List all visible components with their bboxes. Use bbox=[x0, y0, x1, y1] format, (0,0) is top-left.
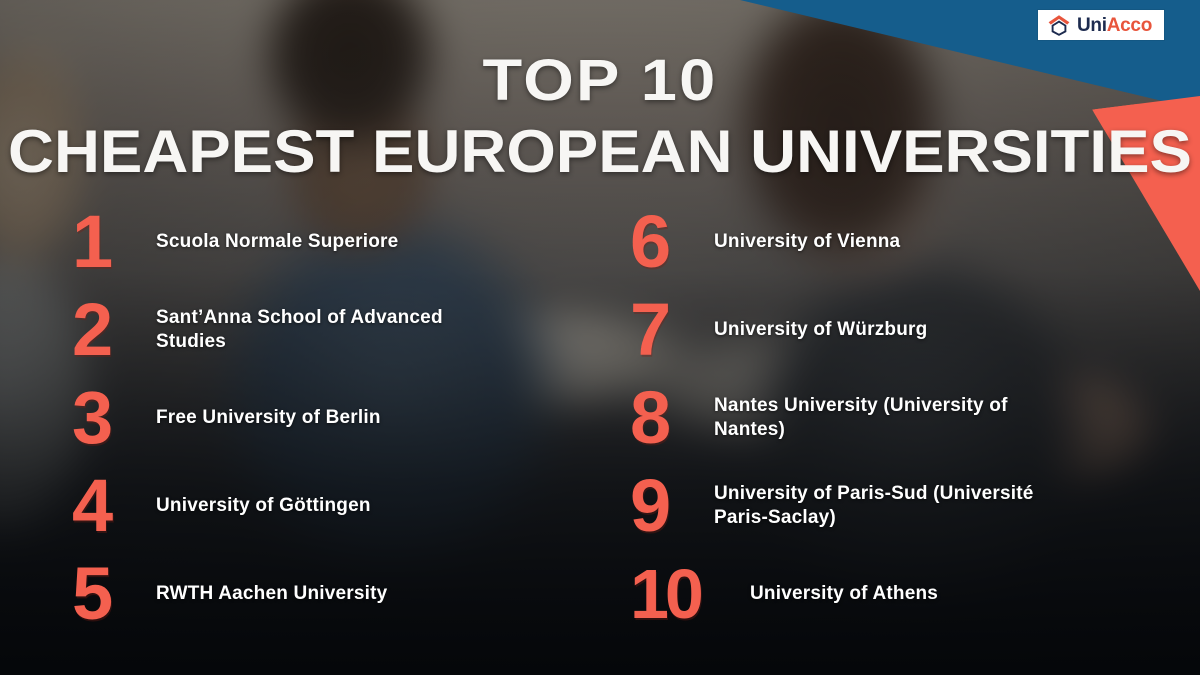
brand-logo[interactable]: UniAcco bbox=[1038, 10, 1164, 40]
list-item: 7 University of Würzburg bbox=[630, 286, 1200, 374]
rank-number: 5 bbox=[72, 551, 156, 635]
university-name: Sant’Anna School of Advanced Studies bbox=[156, 306, 443, 352]
rank-number: 10 bbox=[630, 554, 750, 633]
rank-number-glyph: 9 bbox=[630, 463, 671, 547]
list-item: 4 University of Göttingen bbox=[72, 462, 600, 550]
rank-number: 1 bbox=[72, 199, 156, 283]
rank-number-glyph: 8 bbox=[630, 375, 671, 459]
brand-name-part1: Uni bbox=[1077, 14, 1107, 36]
university-name: University of Vienna bbox=[714, 230, 901, 252]
rank-number-glyph: 2 bbox=[72, 287, 113, 371]
rank-number-glyph: 3 bbox=[72, 375, 113, 459]
university-name: Scuola Normale Superiore bbox=[156, 230, 399, 252]
rankings-columns: 1 Scuola Normale Superiore 2 Sant’Anna S… bbox=[0, 198, 1200, 638]
list-item: 1 Scuola Normale Superiore bbox=[72, 198, 600, 286]
rank-number-glyph: 6 bbox=[630, 199, 671, 283]
rank-number: 2 bbox=[72, 287, 156, 371]
rank-number: 4 bbox=[72, 463, 156, 547]
rank-number-glyph: 4 bbox=[72, 463, 113, 547]
list-item: 3 Free University of Berlin bbox=[72, 374, 600, 462]
brand-name-part2: Acco bbox=[1106, 14, 1153, 36]
rank-number: 8 bbox=[630, 375, 714, 459]
list-item: 8 Nantes University (University of Nante… bbox=[630, 374, 1200, 462]
university-name: University of Paris-Sud (Université Pari… bbox=[714, 482, 1034, 528]
university-name: Nantes University (University of Nantes) bbox=[714, 394, 1008, 440]
university-name: RWTH Aachen University bbox=[156, 582, 388, 604]
university-name: Free University of Berlin bbox=[156, 406, 381, 428]
rank-number-glyph: 5 bbox=[72, 551, 113, 635]
university-name: University of Göttingen bbox=[156, 494, 371, 516]
house-hexagon-icon bbox=[1048, 15, 1070, 36]
rank-number: 7 bbox=[630, 287, 714, 371]
rank-number: 6 bbox=[630, 199, 714, 283]
brand-logo-text: UniAcco bbox=[1077, 16, 1152, 35]
list-item: 10 University of Athens bbox=[630, 550, 1200, 638]
list-item: 2 Sant’Anna School of Advanced Studies bbox=[72, 286, 600, 374]
rank-number-glyph: 10 bbox=[630, 554, 704, 633]
rank-number-glyph: 7 bbox=[630, 287, 671, 371]
rank-number: 3 bbox=[72, 375, 156, 459]
list-item: 5 RWTH Aachen University bbox=[72, 550, 600, 638]
university-name: University of Athens bbox=[750, 582, 939, 604]
rank-number: 9 bbox=[630, 463, 714, 547]
list-item: 9 University of Paris-Sud (Université Pa… bbox=[630, 462, 1200, 550]
rankings-column-left: 1 Scuola Normale Superiore 2 Sant’Anna S… bbox=[0, 198, 600, 638]
rank-number-glyph: 1 bbox=[72, 199, 113, 283]
list-item: 6 University of Vienna bbox=[630, 198, 1200, 286]
university-name: University of Würzburg bbox=[714, 318, 928, 340]
rankings-column-right: 6 University of Vienna 7 University of W… bbox=[600, 198, 1200, 638]
